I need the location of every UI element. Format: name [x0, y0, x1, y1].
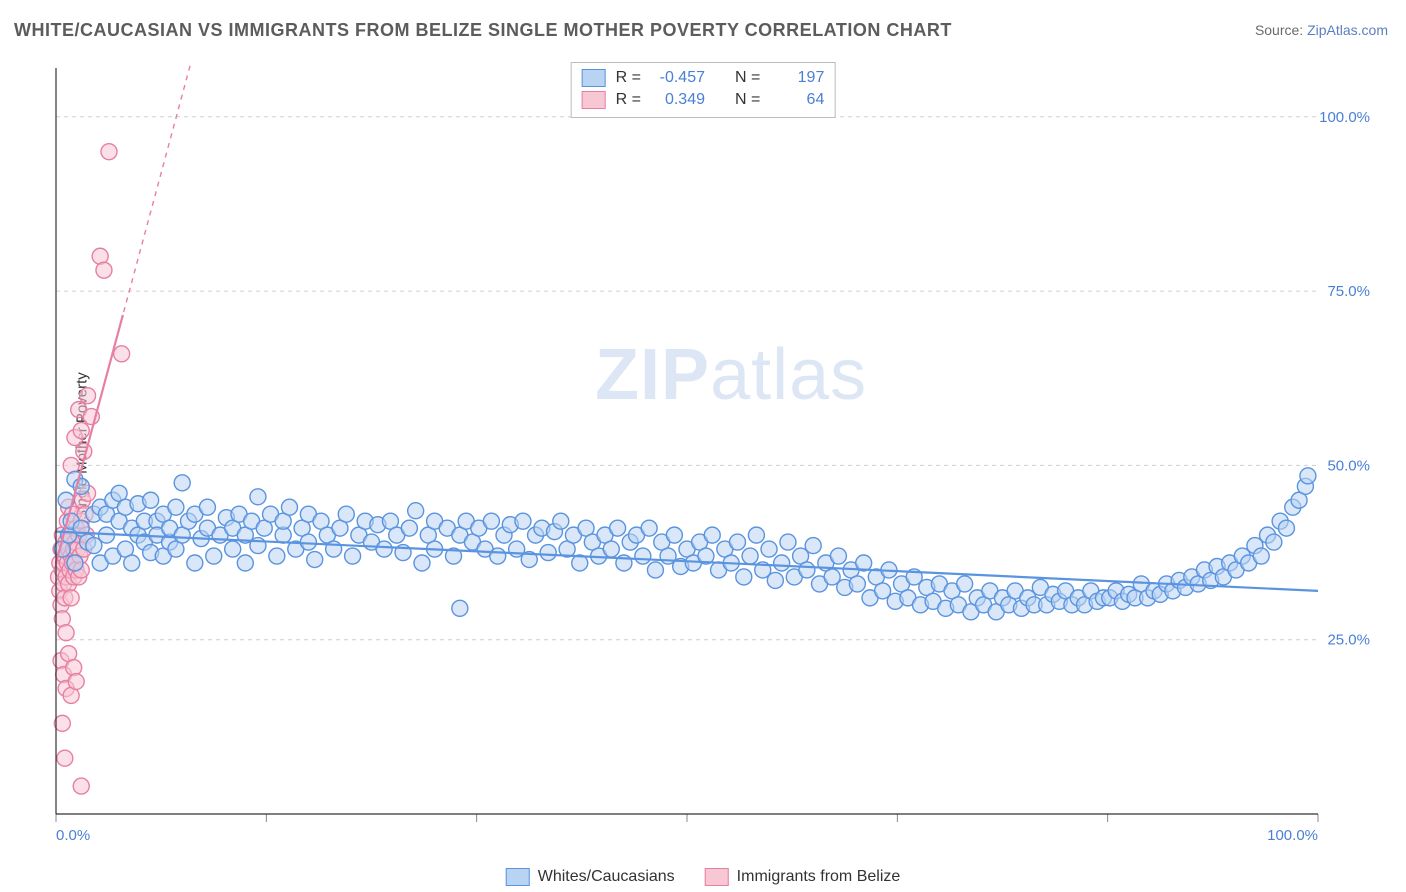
r-label: R = — [616, 67, 641, 89]
r-label: R = — [616, 89, 641, 111]
svg-text:100.0%: 100.0% — [1267, 827, 1318, 844]
source-attribution: Source: ZipAtlas.com — [1255, 22, 1388, 38]
n-label: N = — [735, 67, 760, 89]
svg-text:0.0%: 0.0% — [56, 827, 90, 844]
swatch-series-a — [582, 69, 606, 87]
swatch-series-a — [506, 868, 530, 886]
bottom-legend: Whites/Caucasians Immigrants from Belize — [506, 868, 901, 886]
legend-item-a: Whites/Caucasians — [506, 868, 675, 886]
stats-legend: R = -0.457 N = 197 R = 0.349 N = 64 — [571, 62, 836, 118]
swatch-series-b — [705, 868, 729, 886]
chart-title: WHITE/CAUCASIAN VS IMMIGRANTS FROM BELIZ… — [14, 20, 952, 41]
r-value-a: -0.457 — [651, 67, 705, 89]
stats-row-a: R = -0.457 N = 197 — [582, 67, 825, 89]
scatter-chart: 25.0% 50.0% 75.0% 100.0% 0.0% 100.0% — [48, 60, 1378, 850]
svg-text:100.0%: 100.0% — [1319, 109, 1370, 126]
swatch-series-b — [582, 91, 606, 109]
svg-text:75.0%: 75.0% — [1327, 283, 1370, 300]
chart-area: 25.0% 50.0% 75.0% 100.0% 0.0% 100.0% — [48, 60, 1378, 850]
source-link[interactable]: ZipAtlas.com — [1307, 22, 1388, 38]
stats-row-b: R = 0.349 N = 64 — [582, 89, 825, 111]
legend-item-b: Immigrants from Belize — [705, 868, 901, 886]
n-value-b: 64 — [770, 89, 824, 111]
legend-label-b: Immigrants from Belize — [737, 868, 901, 886]
svg-text:50.0%: 50.0% — [1327, 457, 1370, 474]
legend-label-a: Whites/Caucasians — [538, 868, 675, 886]
source-prefix: Source: — [1255, 22, 1307, 38]
r-value-b: 0.349 — [651, 89, 705, 111]
n-value-a: 197 — [770, 67, 824, 89]
n-label: N = — [735, 89, 760, 111]
svg-text:25.0%: 25.0% — [1327, 632, 1370, 649]
